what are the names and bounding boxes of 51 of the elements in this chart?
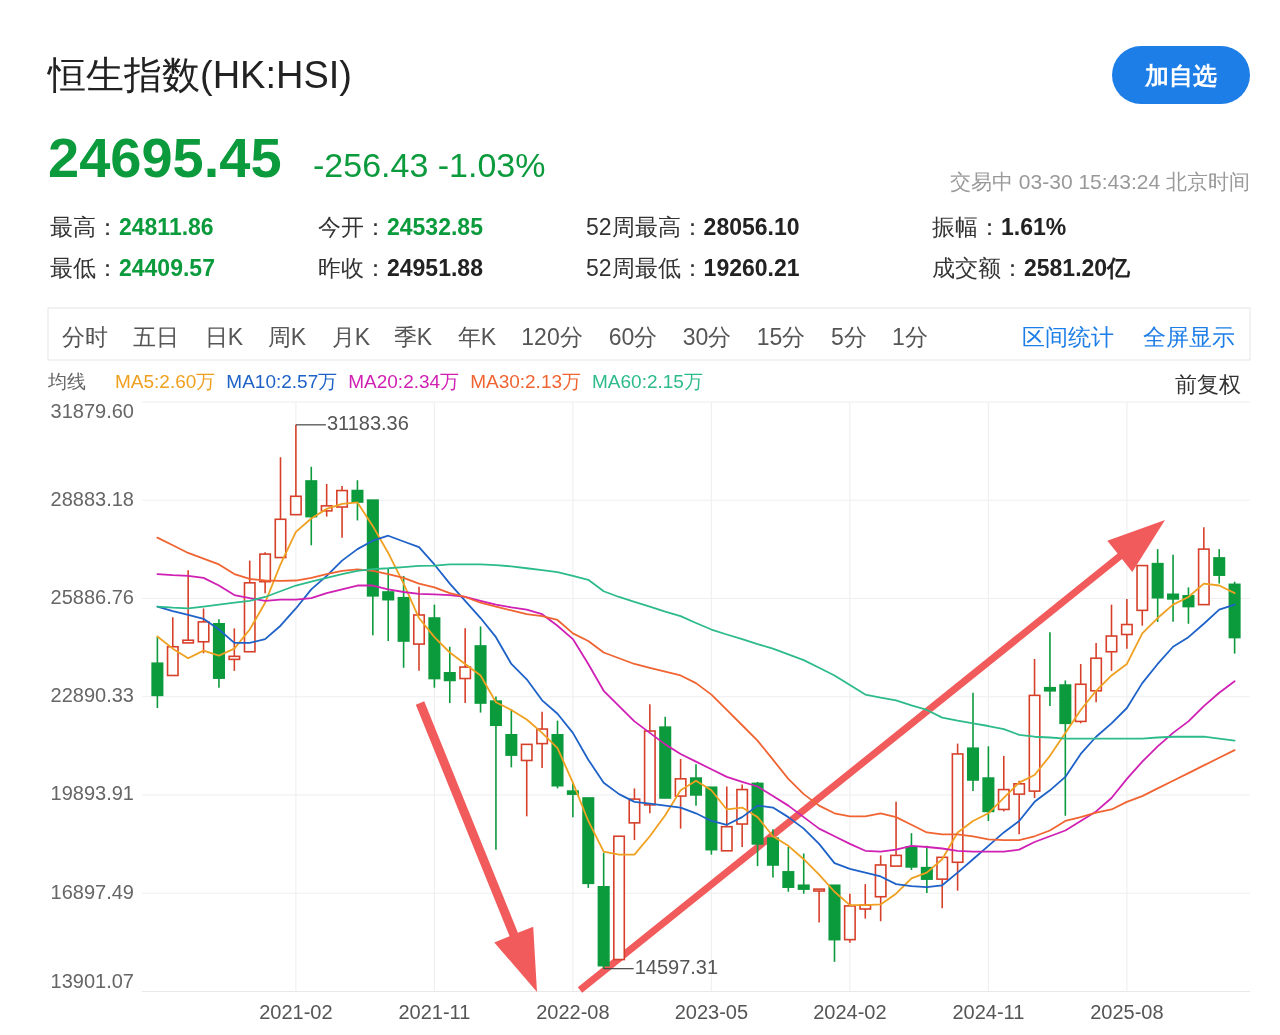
chart-subtitle: 24695.45 — [48, 126, 282, 189]
text: 1分 — [892, 324, 928, 350]
text: 月K — [331, 324, 371, 350]
text: 五日 — [133, 324, 179, 350]
y-tick-label: 25886.76 — [50, 585, 134, 608]
x-tick-label: 2024-02 — [813, 1001, 887, 1023]
x-tick-label: 2021-02 — [259, 1001, 333, 1023]
text: 均线 — [47, 371, 86, 392]
text: 52周最高：28056.10 — [586, 214, 800, 240]
text: 日K — [204, 324, 244, 350]
y-tick-label: 28883.18 — [50, 487, 134, 510]
x-tick-label: 2021-11 — [398, 1001, 471, 1023]
text: 周K — [267, 324, 307, 350]
text: 30分 — [682, 324, 732, 350]
annotation: 14597.31 — [634, 955, 719, 978]
x-tick-label: 2024-11 — [952, 1001, 1025, 1023]
text: 52周最低：19260.21 — [586, 255, 800, 281]
text: 分时 — [62, 324, 108, 350]
x-tick-label: 2025-08 — [1090, 1001, 1164, 1023]
text: 区间统计 — [1022, 324, 1114, 350]
x-tick-label: 2022-08 — [536, 1001, 610, 1023]
y-tick-label: 31879.60 — [50, 400, 134, 423]
text: 前复权 — [1175, 372, 1241, 397]
text: 最高：24811.86 — [50, 214, 214, 240]
y-tick-label: 13901.07 — [50, 969, 134, 992]
y-tick-label: 22890.33 — [50, 684, 134, 707]
text: 全屏显示 — [1143, 324, 1235, 350]
y-tick-label: 19893.91 — [50, 782, 134, 805]
text: 昨收：24951.88 — [318, 255, 484, 281]
annotation: 31183.36 — [326, 412, 409, 435]
text: 成交额：2581.20亿 — [932, 255, 1132, 281]
text: 今开：24532.85 — [318, 214, 484, 240]
text: MA30:2.13万 — [470, 371, 582, 392]
text: -256.43 -1.03% — [313, 146, 546, 184]
text: 5分 — [831, 324, 867, 350]
text: MA20:2.34万 — [348, 371, 460, 392]
text: 季K — [393, 324, 433, 350]
chart-title: 恒生指数(HK:HSI) — [46, 54, 352, 96]
x-tick-label: 2023-05 — [674, 1001, 749, 1023]
text: 加自选 — [1144, 62, 1217, 89]
text: MA10:2.57万 — [226, 371, 338, 392]
text: 最低：24409.57 — [50, 255, 215, 281]
y-tick-label: 16897.49 — [50, 880, 134, 903]
text: 振幅：1.61% — [932, 214, 1067, 240]
text: MA60:2.15万 — [592, 371, 703, 392]
text: 120分 — [521, 324, 583, 350]
text: 交易中 03-30 15:43:24 北京时间 — [950, 170, 1250, 193]
text: 60分 — [608, 324, 658, 350]
text: MA5:2.60万 — [115, 371, 216, 392]
text: 15分 — [756, 324, 806, 350]
text: 年K — [457, 324, 497, 350]
